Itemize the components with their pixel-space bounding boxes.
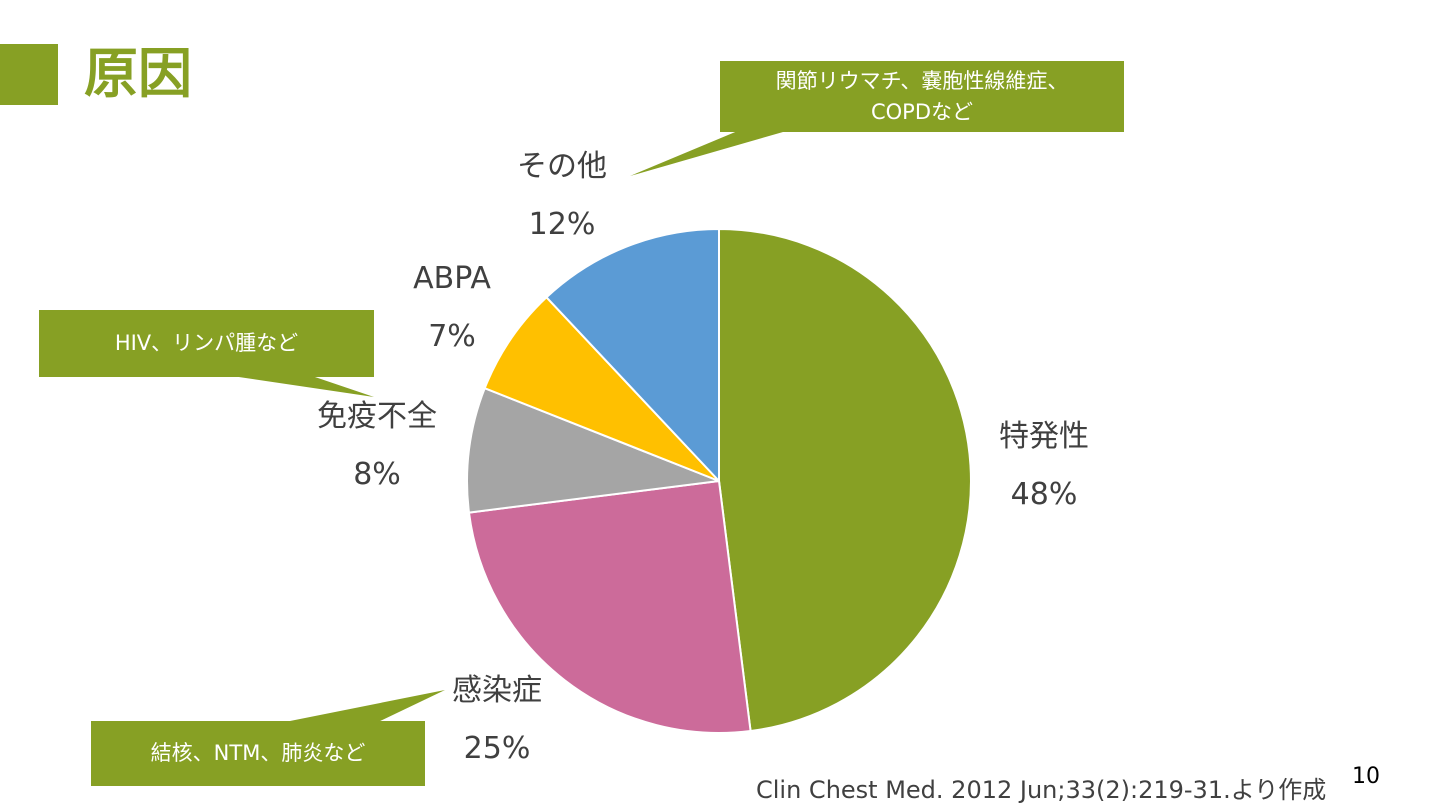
label-infection-value: 25% bbox=[463, 731, 531, 766]
label-immunodeficiency: 免疫不全 8% bbox=[277, 388, 477, 504]
label-abpa-value: 7% bbox=[428, 319, 476, 354]
callout-immunodeficiency-examples: HIV、リンパ腫など bbox=[39, 310, 374, 377]
callout-other-examples: 関節リウマチ、嚢胞性線維症、COPDなど bbox=[720, 61, 1124, 132]
label-abpa: ABPA 7% bbox=[352, 250, 552, 366]
label-other: その他 12% bbox=[462, 138, 662, 254]
label-infection-name: 感染症 bbox=[452, 673, 542, 708]
label-other-value: 12% bbox=[528, 207, 596, 242]
slice-immunodeficiency bbox=[466, 386, 720, 514]
callout-other-text: 関節リウマチ、嚢胞性線維症、COPDなど bbox=[775, 68, 1069, 124]
label-infection: 感染症 25% bbox=[397, 662, 597, 778]
label-idiopathic-value: 48% bbox=[1010, 477, 1078, 512]
page-number: 10 bbox=[1352, 764, 1380, 789]
label-abpa-name: ABPA bbox=[413, 261, 491, 296]
callout-infection-text: 結核、NTM、肺炎など bbox=[150, 741, 366, 765]
page-title: 原因 bbox=[84, 42, 192, 105]
slice-other bbox=[545, 227, 720, 484]
label-idiopathic: 特発性 48% bbox=[944, 408, 1144, 524]
slice-idiopathic bbox=[718, 227, 972, 733]
label-idiopathic-name: 特発性 bbox=[999, 419, 1089, 454]
slice-infection bbox=[467, 479, 752, 734]
callout-infection-examples: 結核、NTM、肺炎など bbox=[91, 721, 425, 786]
source-citation: Clin Chest Med. 2012 Jun;33(2):219-31.より… bbox=[756, 776, 1327, 804]
callout-immuno-text: HIV、リンパ腫など bbox=[114, 331, 299, 355]
label-immuno-value: 8% bbox=[353, 457, 401, 492]
label-immuno-name: 免疫不全 bbox=[317, 399, 437, 434]
title-accent-bar bbox=[0, 44, 58, 105]
label-other-name: その他 bbox=[517, 149, 607, 184]
slice-abpa bbox=[483, 295, 720, 482]
